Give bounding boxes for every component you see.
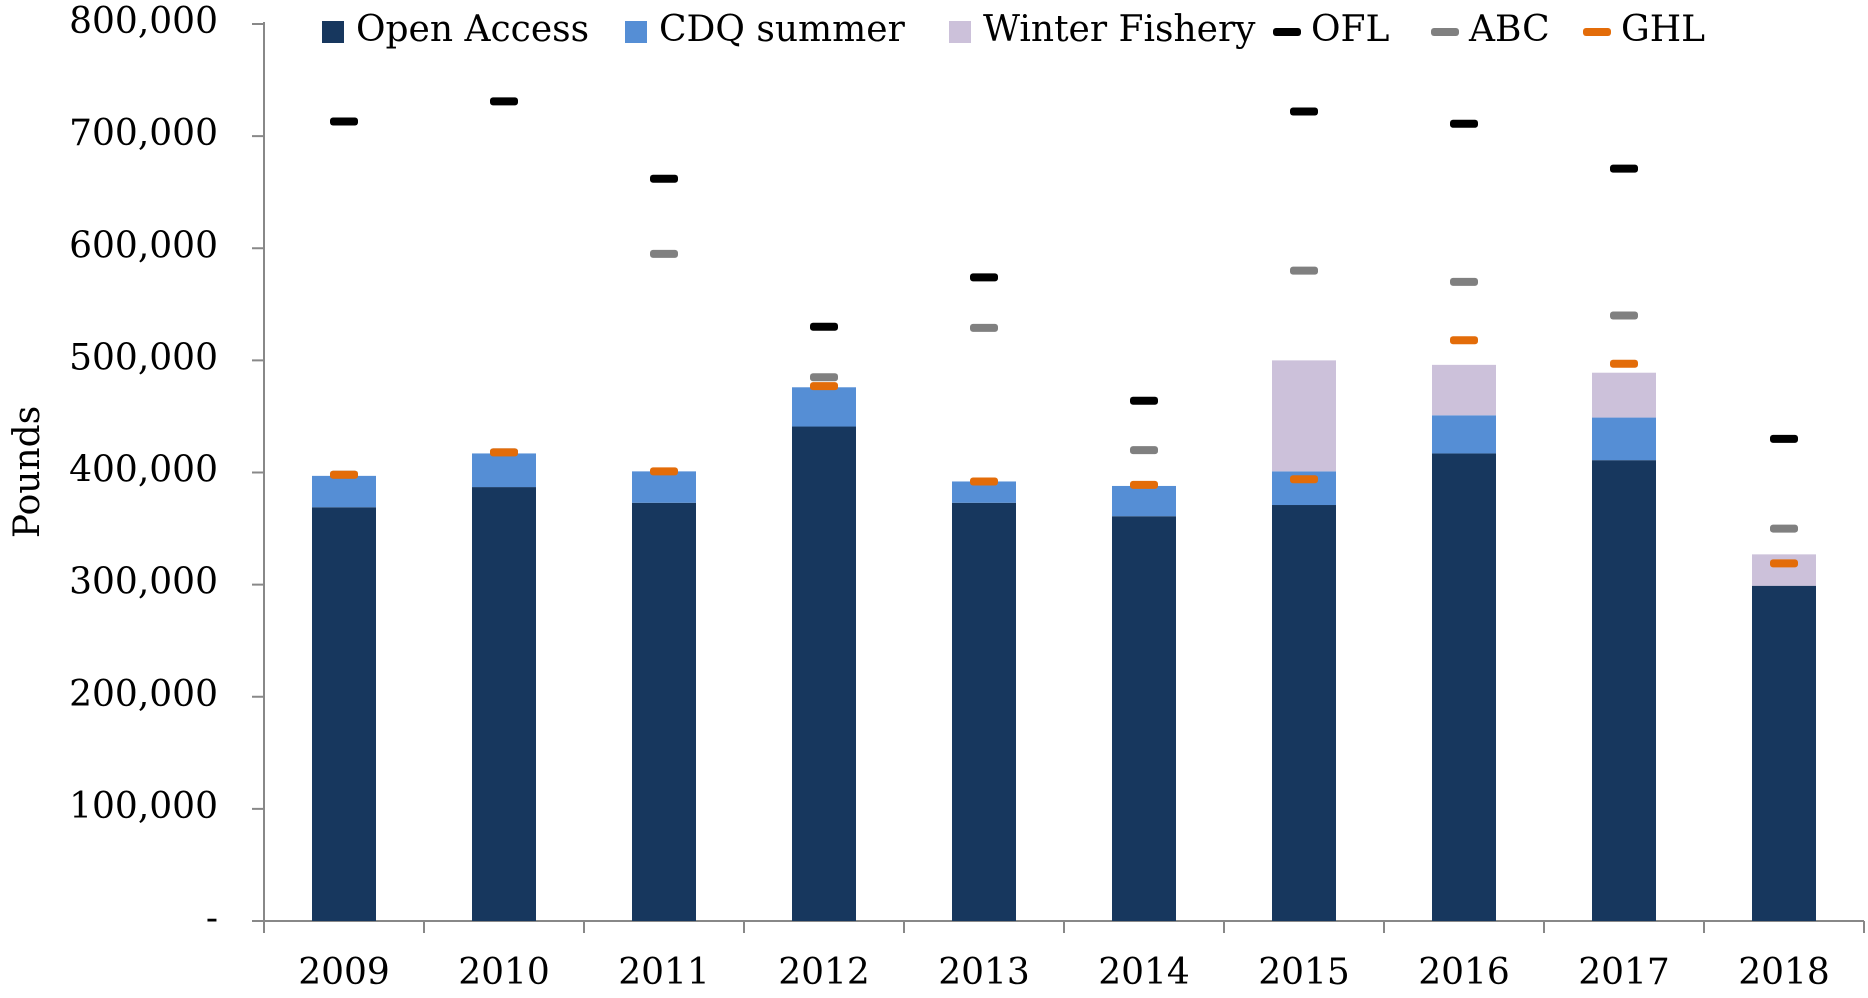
x-tick-label: 2015 (1258, 952, 1350, 993)
y-tick-label: 100,000 (69, 786, 218, 827)
legend-swatch (1431, 28, 1459, 36)
legend-label: OFL (1311, 9, 1389, 50)
legend-swatch (949, 21, 971, 43)
bar-segment (1752, 585, 1816, 921)
x-tick-label: 2011 (618, 952, 710, 993)
marker (1290, 266, 1318, 275)
bar-segment (1272, 360, 1336, 472)
bar-segment (1752, 554, 1816, 586)
y-tick-label: 600,000 (69, 225, 218, 266)
y-tick-label: 800,000 (69, 1, 218, 42)
marker (650, 467, 678, 476)
x-tick-label: 2017 (1578, 952, 1670, 993)
marker (1130, 396, 1158, 405)
marker (1770, 434, 1798, 443)
bar-segment (792, 387, 856, 427)
marker (1610, 311, 1638, 320)
y-tick-label: 500,000 (69, 337, 218, 378)
legend-label: Winter Fishery (983, 9, 1256, 50)
y-tick-label: 400,000 (69, 450, 218, 491)
marker (650, 174, 678, 183)
bar-segment (1432, 415, 1496, 454)
bar-segment (312, 475, 376, 508)
marker (330, 117, 358, 126)
marker (1450, 336, 1478, 345)
marker (1610, 164, 1638, 173)
bar-segment (1592, 372, 1656, 418)
marker (490, 97, 518, 106)
marker (1130, 446, 1158, 455)
bar-segment (1432, 364, 1496, 416)
y-tick-label: - (206, 898, 218, 939)
marker (1290, 107, 1318, 116)
bar-segment (312, 507, 376, 921)
x-tick-label: 2009 (298, 952, 390, 993)
bar-segment (632, 502, 696, 921)
legend-swatch (625, 21, 647, 43)
x-tick-label: 2010 (458, 952, 550, 993)
y-axis-label: Pounds (7, 406, 48, 538)
bar-segment (1592, 460, 1656, 921)
marker (810, 373, 838, 382)
legend-swatch (322, 21, 344, 43)
x-tick-label: 2012 (778, 952, 870, 993)
marker (490, 448, 518, 457)
bar-segment (472, 487, 536, 921)
bar-segment (1112, 516, 1176, 921)
legend-label: ABC (1468, 9, 1550, 50)
marker (970, 273, 998, 282)
marker (330, 470, 358, 479)
marker (810, 322, 838, 331)
legend-swatch (1273, 28, 1301, 36)
legend-swatch (1583, 28, 1611, 36)
bar-segment (792, 426, 856, 921)
marker (810, 382, 838, 391)
bar-segment (632, 471, 696, 503)
x-tick-label: 2016 (1418, 952, 1510, 993)
bar-segment (952, 502, 1016, 921)
legend-label: GHL (1621, 9, 1705, 50)
legend-label: CDQ summer (659, 9, 906, 50)
marker (1770, 559, 1798, 568)
bar-segment (1112, 485, 1176, 517)
marker (970, 477, 998, 486)
marker (650, 249, 678, 258)
marker (1450, 277, 1478, 286)
bar-segment (952, 481, 1016, 503)
marker (1290, 475, 1318, 484)
y-tick-label: 200,000 (69, 674, 218, 715)
y-tick-label: 700,000 (69, 113, 218, 154)
marker (1450, 119, 1478, 128)
marker (1770, 524, 1798, 533)
bar-segment (1432, 453, 1496, 921)
bar-segment (1272, 505, 1336, 921)
x-tick-label: 2014 (1098, 952, 1190, 993)
legend-label: Open Access (356, 9, 589, 50)
marker (1610, 359, 1638, 368)
bar-segment (472, 453, 536, 488)
marker (970, 323, 998, 332)
x-tick-label: 2013 (938, 952, 1030, 993)
bar-segment (1592, 417, 1656, 461)
marker (1130, 480, 1158, 489)
y-tick-label: 300,000 (69, 562, 218, 603)
x-tick-label: 2018 (1738, 952, 1830, 993)
